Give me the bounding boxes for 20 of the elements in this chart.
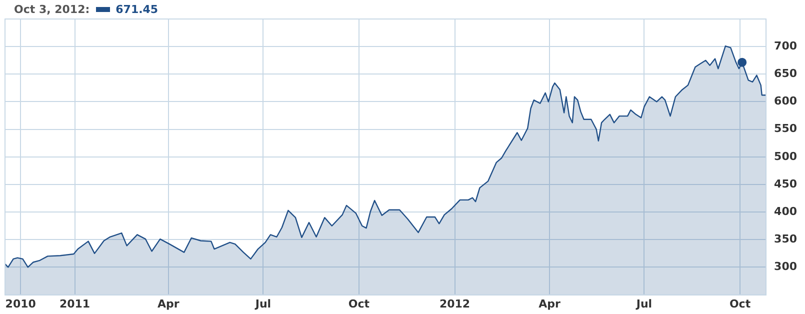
y-tick-label: 350 xyxy=(774,232,798,246)
y-tick-label: 550 xyxy=(774,122,798,136)
x-tick-label: Apr xyxy=(538,297,561,310)
y-tick-label: 650 xyxy=(774,67,798,80)
x-tick-label: Apr xyxy=(158,297,180,310)
y-tick-label: 400 xyxy=(774,204,798,218)
y-tick-label: 600 xyxy=(774,94,798,108)
y-tick-label: 450 xyxy=(774,177,798,190)
y-tick-label: 700 xyxy=(774,39,798,52)
x-tick-label: 2012 xyxy=(439,297,470,310)
x-tick-label: Jul xyxy=(254,297,272,310)
x-tick-label: Oct xyxy=(729,297,751,310)
y-tick-label: 500 xyxy=(774,150,798,163)
x-tick-label: 2011 xyxy=(59,297,90,310)
x-tick-label: 2010 xyxy=(5,297,36,310)
x-tick-label: Jul xyxy=(635,297,652,310)
y-tick-label: 300 xyxy=(774,260,798,274)
x-tick-label: Oct xyxy=(348,297,370,310)
text: Oct 3, 2012: xyxy=(14,3,90,16)
text: 671.45 xyxy=(116,3,158,16)
